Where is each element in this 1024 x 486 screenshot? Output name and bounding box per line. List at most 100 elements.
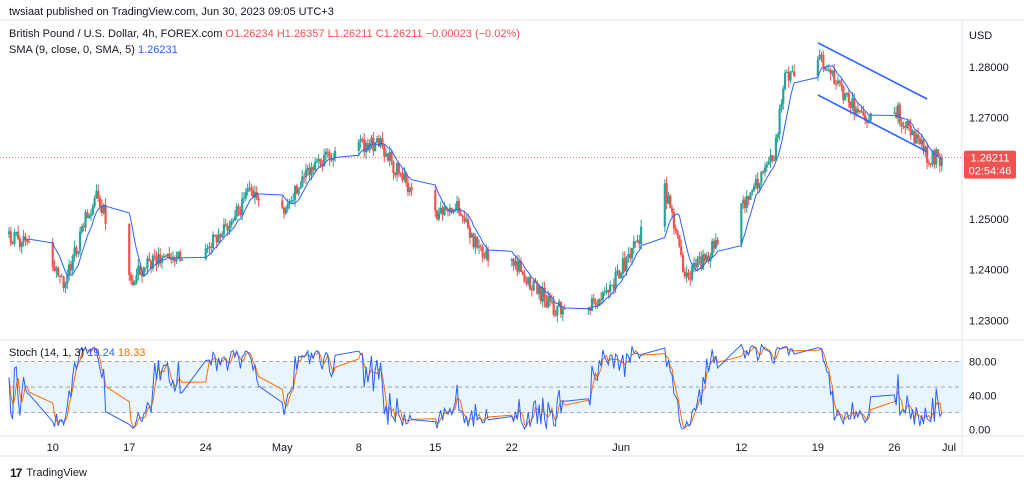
candle-up xyxy=(940,157,943,166)
candle-down xyxy=(361,139,364,141)
candle-up xyxy=(663,183,666,227)
candle-up xyxy=(315,161,318,163)
candle-up xyxy=(221,234,224,238)
candle-down xyxy=(847,92,850,103)
candle-down xyxy=(168,253,171,259)
candle-down xyxy=(927,162,931,164)
candle-up xyxy=(71,256,74,271)
candle-up xyxy=(64,283,67,288)
stoch-tick-label: 40.00 xyxy=(969,391,997,403)
candle-down xyxy=(634,241,637,243)
candle-down xyxy=(75,247,78,254)
candle-down xyxy=(330,159,333,161)
candle-down xyxy=(596,304,599,306)
candle-down xyxy=(678,235,681,247)
candle-down xyxy=(933,150,936,165)
candle-up xyxy=(514,261,517,266)
tv-brand-text: TradingView xyxy=(26,467,87,479)
candle-up xyxy=(317,158,320,162)
candle-up xyxy=(456,201,459,209)
candle-down xyxy=(771,155,774,161)
candle-down xyxy=(483,257,486,259)
candle-down xyxy=(58,275,62,277)
candle-down xyxy=(27,241,31,243)
candle-up xyxy=(831,70,834,74)
open-value: 1.26234 xyxy=(233,28,274,40)
candle-down xyxy=(525,282,528,284)
candle-up xyxy=(911,130,914,136)
candle-down xyxy=(913,130,916,144)
candle-down xyxy=(466,219,470,229)
candle-up xyxy=(133,282,136,285)
candle-up xyxy=(384,153,388,157)
candle-up xyxy=(774,138,778,161)
candle-down xyxy=(536,282,539,294)
candle-down xyxy=(671,208,674,213)
tradingview-logo[interactable]: 17 TradingView xyxy=(10,466,87,480)
candle-up xyxy=(692,262,696,267)
candle-down xyxy=(853,98,856,114)
candle-down xyxy=(326,151,329,153)
candle-up xyxy=(605,290,608,293)
candle-up xyxy=(625,256,628,272)
candle-down xyxy=(377,138,380,147)
candle-down xyxy=(224,224,227,226)
candle-down xyxy=(528,277,532,290)
candle-up xyxy=(621,258,625,274)
candle-down xyxy=(463,217,466,222)
candle-up xyxy=(388,151,391,161)
candle-down xyxy=(328,152,331,160)
time-tick-label: 26 xyxy=(888,442,900,454)
candle-down xyxy=(239,209,242,216)
candle-up xyxy=(297,188,300,194)
candle-down xyxy=(860,110,863,113)
price-tick-label: 1.25000 xyxy=(969,214,1009,226)
candle-down xyxy=(594,301,597,305)
high-value: 1.26357 xyxy=(284,28,325,40)
candle-up xyxy=(541,287,544,302)
candle-down xyxy=(319,158,322,164)
candle-up xyxy=(55,268,58,271)
candle-down xyxy=(62,276,65,288)
candle-down xyxy=(865,120,869,123)
candle-up xyxy=(893,112,896,114)
candle-up xyxy=(858,110,861,113)
candle-down xyxy=(907,121,911,126)
low-value: 1.26211 xyxy=(333,28,373,40)
candle-up xyxy=(208,246,211,249)
candle-down xyxy=(461,215,464,218)
candle-up xyxy=(931,150,934,165)
candle-down xyxy=(900,122,903,127)
candle-up xyxy=(20,241,23,248)
candle-down xyxy=(399,172,402,176)
candle-down xyxy=(26,240,29,242)
candle-up xyxy=(177,251,180,259)
candle-up xyxy=(60,276,63,278)
candle-down xyxy=(303,176,306,178)
candle-down xyxy=(295,185,298,194)
candle-up xyxy=(752,185,756,191)
candle-down xyxy=(864,115,867,121)
candle-down xyxy=(446,210,450,212)
sma-line xyxy=(23,65,942,311)
candle-up xyxy=(906,121,909,129)
price-tick-label: 1.23000 xyxy=(969,315,1009,327)
candle-up xyxy=(306,167,309,170)
candle-up xyxy=(246,188,249,193)
candle-up xyxy=(375,138,379,143)
candle-down xyxy=(153,255,156,257)
time-tick-label: 24 xyxy=(200,442,212,454)
candle-up xyxy=(691,266,694,280)
candle-up xyxy=(301,176,304,187)
candle-down xyxy=(743,199,747,208)
currency-label[interactable]: USD xyxy=(969,30,993,42)
candle-up xyxy=(231,220,235,222)
candle-up xyxy=(248,187,251,189)
candle-up xyxy=(696,258,699,268)
candle-down xyxy=(687,272,690,278)
candle-down xyxy=(57,268,60,276)
candle-down xyxy=(519,260,522,272)
candle-up xyxy=(780,103,783,110)
candle-up xyxy=(304,169,308,178)
